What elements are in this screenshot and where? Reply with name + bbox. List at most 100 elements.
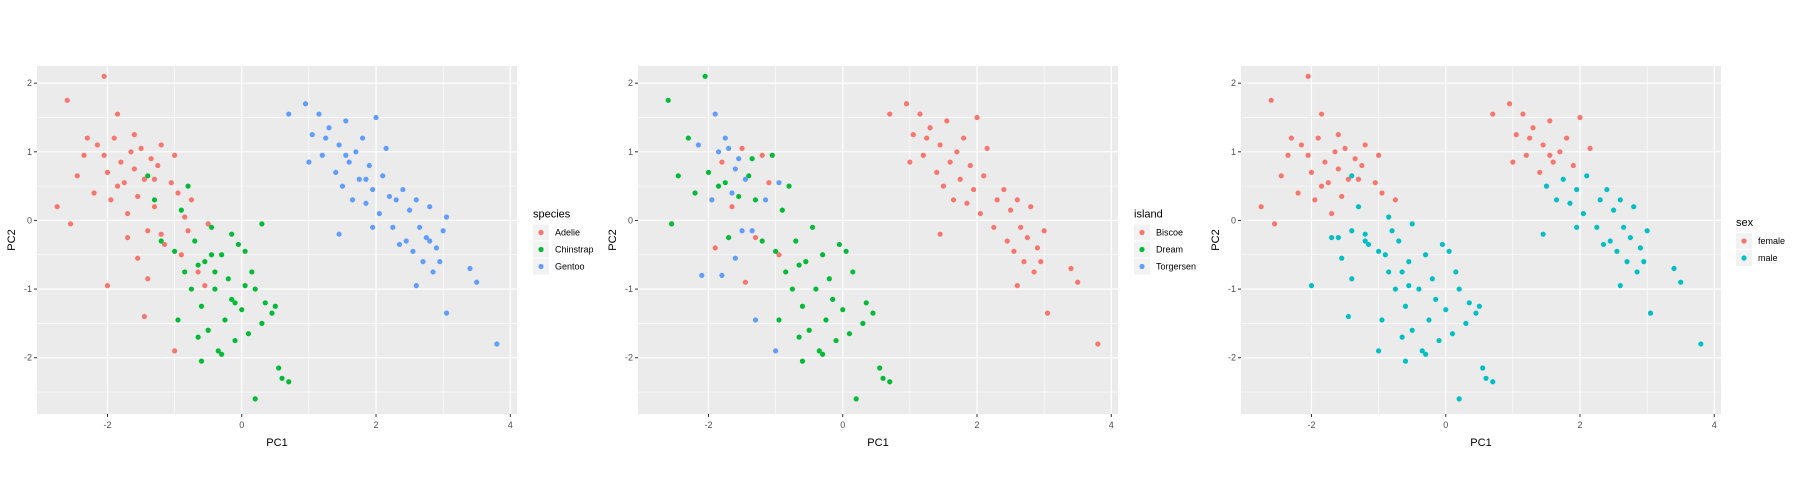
data-point xyxy=(242,283,248,289)
data-point xyxy=(316,111,322,117)
data-point xyxy=(1349,173,1355,179)
data-point xyxy=(1540,142,1546,148)
data-point xyxy=(1574,224,1580,230)
data-point xyxy=(732,255,738,261)
data-point xyxy=(907,159,913,165)
data-point xyxy=(846,331,853,337)
data-point xyxy=(349,197,356,203)
data-point xyxy=(967,162,973,169)
data-point xyxy=(917,111,923,117)
data-point xyxy=(830,296,836,302)
data-point xyxy=(158,231,164,237)
data-point xyxy=(1537,169,1543,175)
data-point xyxy=(1449,331,1456,337)
data-point xyxy=(252,396,258,402)
data-point xyxy=(722,135,728,141)
data-point xyxy=(880,375,886,381)
data-point xyxy=(104,169,111,175)
x-tick-label: 2 xyxy=(374,420,379,430)
y-tick-label: -1 xyxy=(625,284,633,294)
legend: island Biscoe Dream Torgersen xyxy=(1134,209,1196,275)
data-point xyxy=(833,337,839,344)
data-point xyxy=(729,204,735,210)
x-tick-label: -2 xyxy=(103,420,111,430)
data-point xyxy=(1557,149,1563,155)
data-point xyxy=(125,234,131,241)
data-point xyxy=(81,152,87,158)
data-point xyxy=(111,135,117,141)
data-point xyxy=(1389,228,1395,234)
data-point xyxy=(927,125,933,131)
data-point xyxy=(1423,252,1429,258)
data-point xyxy=(232,300,238,306)
data-point xyxy=(1021,259,1027,265)
data-point xyxy=(1044,310,1051,316)
data-point xyxy=(252,286,258,292)
data-point xyxy=(1402,358,1409,364)
data-point xyxy=(668,221,675,227)
data-point xyxy=(1295,190,1301,196)
data-point xyxy=(799,303,806,309)
data-point xyxy=(944,118,950,124)
y-axis-title: PC2 xyxy=(1210,229,1222,250)
data-point xyxy=(219,252,225,258)
data-point xyxy=(373,114,379,121)
x-tick-label: 4 xyxy=(1712,420,1717,430)
data-point xyxy=(940,183,947,189)
data-point xyxy=(353,149,359,155)
data-point xyxy=(323,135,329,141)
data-point xyxy=(212,269,218,275)
data-point xyxy=(172,248,178,254)
data-point xyxy=(1268,97,1274,103)
data-point xyxy=(1034,245,1041,251)
data-point xyxy=(188,286,195,292)
data-point xyxy=(1463,320,1469,326)
data-point xyxy=(1396,238,1402,244)
data-point xyxy=(467,265,473,272)
data-point xyxy=(1095,341,1101,347)
data-point xyxy=(376,210,382,217)
data-point xyxy=(705,169,712,175)
data-point xyxy=(1567,200,1573,206)
data-point xyxy=(766,180,772,186)
data-point xyxy=(161,241,168,248)
data-point xyxy=(336,142,342,148)
data-point xyxy=(736,193,742,200)
data-point xyxy=(494,341,500,347)
data-point xyxy=(1399,269,1405,275)
data-point xyxy=(1647,310,1654,316)
legend: sex female male xyxy=(1736,217,1785,266)
data-point xyxy=(1312,197,1318,203)
data-point xyxy=(1506,101,1513,107)
data-point xyxy=(796,262,802,268)
data-point xyxy=(205,327,211,333)
data-point xyxy=(1443,307,1449,313)
data-point xyxy=(823,317,829,323)
data-point xyxy=(359,135,366,141)
data-point xyxy=(198,303,205,309)
legend-item-label: Chinstrap xyxy=(555,245,594,255)
data-point xyxy=(739,228,745,234)
legend-key-marker xyxy=(1741,238,1747,244)
data-point xyxy=(685,135,691,141)
data-point xyxy=(400,186,406,193)
data-point xyxy=(1513,132,1519,138)
data-point xyxy=(719,159,725,165)
data-point xyxy=(413,197,419,203)
data-point xyxy=(863,300,869,306)
data-point xyxy=(776,317,782,323)
data-point xyxy=(1349,276,1355,282)
data-point xyxy=(742,176,749,182)
data-point xyxy=(54,204,60,210)
data-point xyxy=(131,166,137,172)
data-point xyxy=(732,166,738,172)
data-point xyxy=(239,307,245,313)
data-point xyxy=(235,241,241,248)
data-point xyxy=(276,365,282,371)
data-point xyxy=(158,238,164,244)
data-point xyxy=(1621,224,1627,230)
data-point xyxy=(1298,142,1305,148)
data-point xyxy=(870,310,876,316)
data-point xyxy=(1439,241,1445,248)
data-point xyxy=(427,238,433,244)
